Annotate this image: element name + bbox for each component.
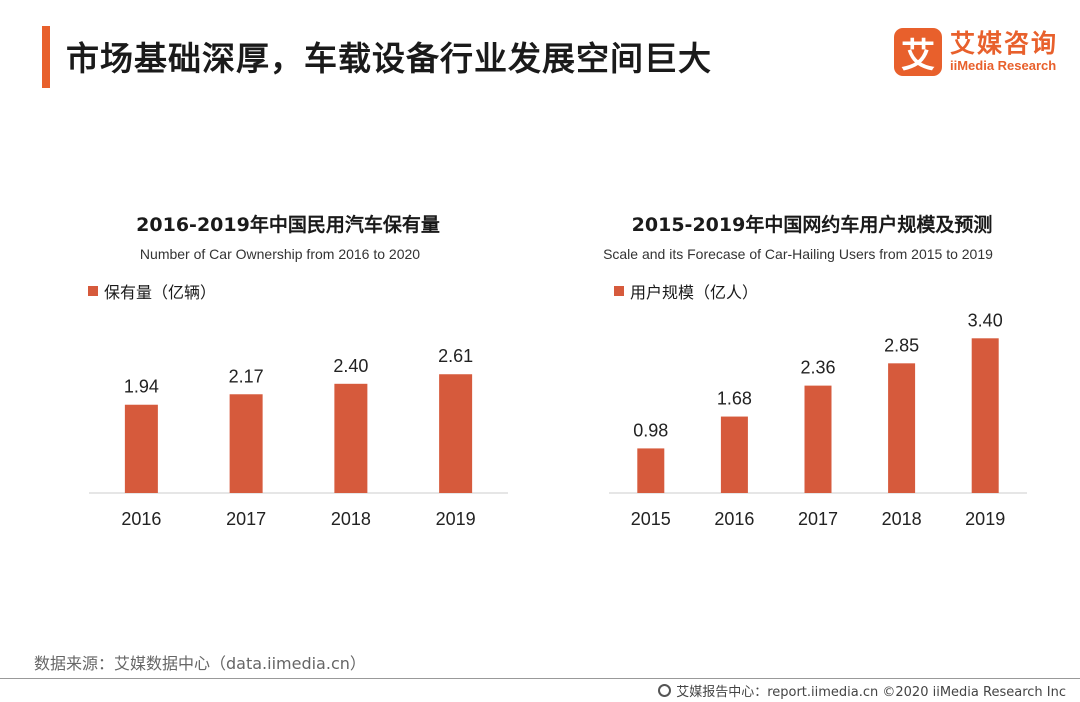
bar-2018 (888, 363, 916, 493)
data-label-2017: 2.36 (800, 358, 835, 378)
footer-text: 艾媒报告中心：report.iimedia.cn ©2020 iiMedia R… (676, 685, 1066, 700)
bar-2017 (804, 385, 832, 493)
bar-2016 (124, 404, 158, 493)
footer: 艾媒报告中心：report.iimedia.cn ©2020 iiMedia R… (658, 681, 1066, 700)
iimedia-logo: 艾 艾媒咨询 iiMedia Research (893, 28, 1058, 76)
left-chart-subtitle: Number of Car Ownership from 2016 to 202… (139, 246, 421, 262)
logo-en-name: iiMedia Research (949, 58, 1057, 73)
logo-mark-icon: 艾 (893, 28, 942, 76)
bar-2017 (229, 394, 263, 493)
legend-label: 保有量（亿辆） (104, 283, 217, 302)
bar-2016 (720, 416, 748, 493)
data-label-2016: 1.68 (717, 389, 752, 409)
x-tick-2017: 2017 (226, 509, 266, 529)
logo-text: 艾媒咨询 iiMedia Research (950, 30, 1058, 74)
left-chart-legend: 保有量（亿辆） (88, 279, 216, 303)
bar-2019 (439, 374, 473, 493)
bar-2015 (637, 448, 665, 493)
page-title: 市场基础深厚，车载设备行业发展空间巨大 (66, 39, 712, 78)
logo-cn-name: 艾媒咨询 (949, 29, 1058, 58)
x-tick-2016: 2016 (714, 509, 754, 529)
globe-icon (658, 684, 672, 697)
data-label-2019: 2.61 (438, 346, 473, 366)
legend-swatch (614, 286, 624, 296)
bar-2018 (334, 383, 368, 493)
data-label-2017: 2.17 (229, 366, 264, 386)
x-tick-2018: 2018 (882, 509, 922, 529)
left-chart-title: 2016-2019年中国民用汽车保有量 (136, 214, 440, 236)
legend-label: 用户规模（亿人） (630, 283, 759, 302)
right-chart-legend: 用户规模（亿人） (614, 279, 758, 303)
data-label-2018: 2.40 (333, 356, 368, 376)
right-chart-subtitle: Scale and its Forecase of Car-Hailing Us… (603, 246, 993, 262)
x-tick-2019: 2019 (965, 509, 1005, 529)
x-tick-2019: 2019 (436, 509, 476, 529)
footer-divider (0, 678, 1080, 679)
right-chart-title: 2015-2019年中国网约车用户规模及预测 (631, 214, 993, 236)
data-label-2018: 2.85 (884, 335, 919, 355)
data-label-2016: 1.94 (124, 377, 159, 397)
data-label-2015: 0.98 (633, 420, 668, 440)
data-label-2019: 3.40 (968, 310, 1003, 330)
x-tick-2017: 2017 (798, 509, 838, 529)
legend-swatch (88, 286, 98, 296)
x-tick-2016: 2016 (121, 509, 161, 529)
x-tick-2015: 2015 (631, 509, 671, 529)
bar-2019 (971, 338, 999, 493)
x-tick-2018: 2018 (331, 509, 371, 529)
title-accent-bar (42, 26, 50, 88)
data-source: 数据来源：艾媒数据中心（data.iimedia.cn） (34, 654, 366, 673)
